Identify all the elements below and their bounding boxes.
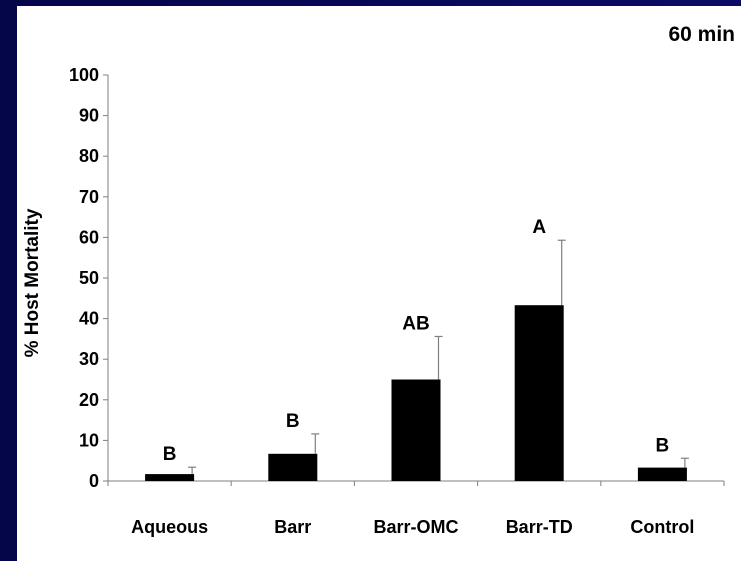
x-tick-label: Control [630,517,694,537]
bar [268,453,318,481]
x-tick-label: Barr-OMC [373,517,458,537]
bar [145,474,195,481]
y-axis: 0 10 20 30 40 50 60 70 80 90 100 [69,65,109,491]
significance-letter: AB [402,313,429,334]
bar [391,379,441,481]
y-tick-label: 30 [79,349,99,369]
significance-letter: B [286,411,300,432]
bar [637,467,687,481]
y-tick-label: 70 [79,187,99,207]
y-tick-label: 0 [89,471,99,491]
y-tick-label: 40 [79,309,99,329]
y-tick-label: 80 [79,146,99,166]
y-tick-label: 20 [79,390,99,410]
bar-chart: 0 10 20 30 40 50 60 70 80 90 100 Aqueous Barr Barr-O… [22,65,725,537]
y-tick-label: 90 [79,106,99,126]
chart-title: 60 min [668,23,735,46]
significance-letter: B [163,444,177,465]
significance-letter: B [656,435,670,456]
x-tick-label: Barr-TD [506,517,573,537]
x-axis: Aqueous Barr Barr-OMC Barr-TD Control [107,480,725,537]
y-axis-label: % Host Mortality [22,208,43,357]
y-tick-label: 100 [69,65,99,85]
y-tick-label: 50 [79,268,99,288]
x-tick-label: Aqueous [131,517,208,537]
bar [514,305,564,481]
significance-letter: A [532,217,546,238]
error-bars [188,239,689,475]
chart-panel: 60 min 0 10 20 30 40 50 60 70 80 90 100 Aqueous Bar… [17,6,741,561]
y-tick-label: 60 [79,227,99,247]
bars [145,305,687,481]
y-tick-label: 10 [79,430,99,450]
x-tick-label: Barr [274,517,311,537]
